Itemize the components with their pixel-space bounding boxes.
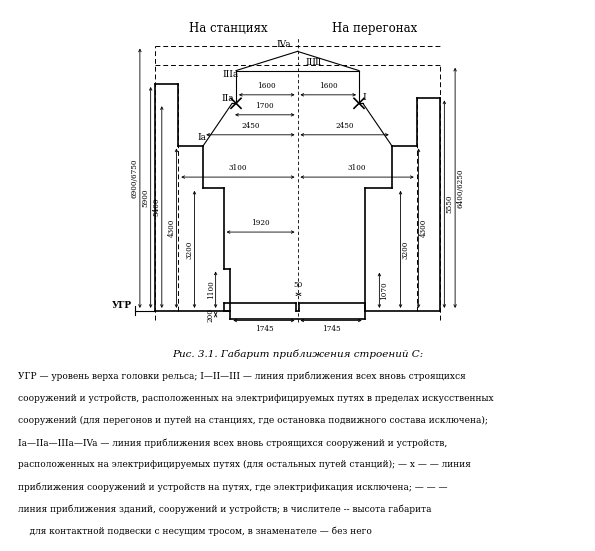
Text: 50: 50 xyxy=(294,282,303,289)
Text: 1600: 1600 xyxy=(258,82,276,90)
Text: 6900/6750: 6900/6750 xyxy=(130,159,138,198)
Text: На перегонах: На перегонах xyxy=(332,22,417,35)
Text: приближения сооружений и устройств на путях, где электрификация исключена; — — —: приближения сооружений и устройств на пу… xyxy=(18,482,447,491)
Text: IIIa: IIIa xyxy=(223,70,239,79)
Text: 1070: 1070 xyxy=(380,281,389,300)
Text: 2450: 2450 xyxy=(336,122,354,130)
Text: 1600: 1600 xyxy=(319,82,337,90)
Text: 5550: 5550 xyxy=(445,195,453,213)
Text: 5900: 5900 xyxy=(142,188,150,207)
Text: 6400/6250: 6400/6250 xyxy=(457,168,465,208)
Text: УГР: УГР xyxy=(111,301,131,310)
Text: II: II xyxy=(315,58,322,67)
Text: 1700: 1700 xyxy=(255,102,274,110)
Text: сооружений и устройств, расположенных на электрифицируемых путях в пределах иску: сооружений и устройств, расположенных на… xyxy=(18,394,493,403)
Text: 1100: 1100 xyxy=(206,280,215,299)
Text: 4300: 4300 xyxy=(419,219,428,237)
Text: 200: 200 xyxy=(206,308,215,322)
Text: 1745: 1745 xyxy=(255,325,273,333)
Text: 1745: 1745 xyxy=(322,325,340,333)
Text: IIa: IIa xyxy=(221,94,234,103)
Text: 3100: 3100 xyxy=(348,164,367,172)
Text: расположенных на электрифицируемых путях (для остальных путей станций); — х — — : расположенных на электрифицируемых путях… xyxy=(18,460,471,469)
Text: Ia—IIa—IIIa—IVa — линия приближения всех вновь строящихся сооружений и устройств: Ia—IIa—IIIa—IVa — линия приближения всех… xyxy=(18,438,447,447)
Text: 4300: 4300 xyxy=(167,219,176,237)
Text: 2450: 2450 xyxy=(241,122,259,130)
Text: сооружений (для перегонов и путей на станциях, где остановка подвижного состава : сооружений (для перегонов и путей на ста… xyxy=(18,416,488,425)
Text: 3200: 3200 xyxy=(186,240,193,258)
Text: I: I xyxy=(363,93,367,102)
Text: для контактной подвески с несущим тросом, в знаменателе — без него: для контактной подвески с несущим тросом… xyxy=(18,526,372,536)
Text: На станциях: На станциях xyxy=(189,22,268,35)
Text: 1920: 1920 xyxy=(251,219,270,227)
Text: 5400: 5400 xyxy=(153,198,161,217)
Text: 3200: 3200 xyxy=(402,240,409,258)
Text: УГР — уровень верха головки рельса; I—II—III — линия приближения всех вновь стро: УГР — уровень верха головки рельса; I—II… xyxy=(18,372,466,381)
Text: III: III xyxy=(305,58,316,67)
Text: Ia: Ia xyxy=(197,133,206,142)
Text: Рис. 3.1. Габарит приближения строений С:: Рис. 3.1. Габарит приближения строений С… xyxy=(172,350,423,359)
Text: линия приближения зданий, сооружений и устройств; в числителе -- высота габарита: линия приближения зданий, сооружений и у… xyxy=(18,504,431,514)
Text: IVa: IVa xyxy=(276,40,291,48)
Text: 3100: 3100 xyxy=(228,164,247,172)
